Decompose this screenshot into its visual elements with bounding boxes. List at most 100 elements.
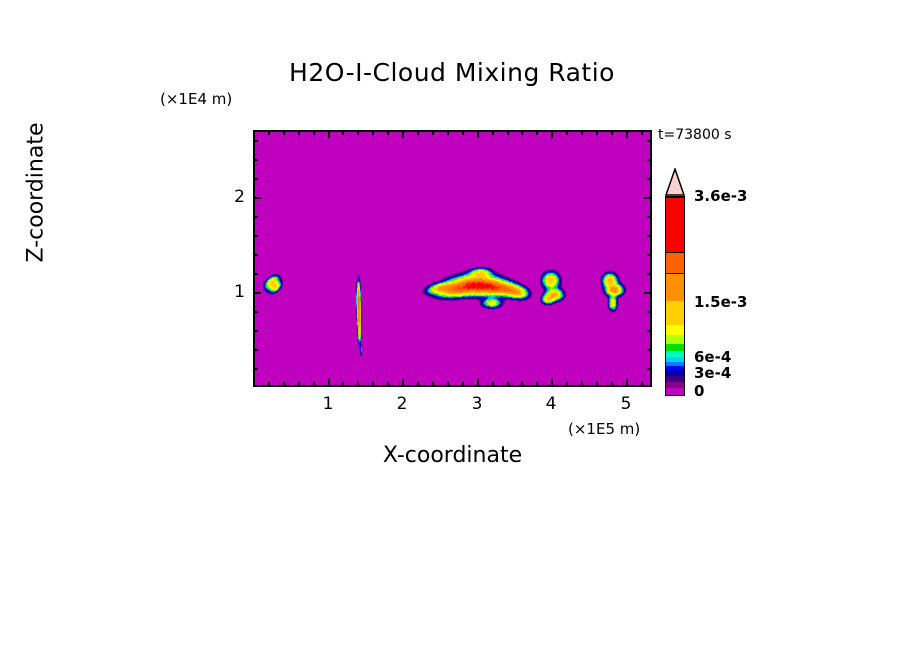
y-minor-tick — [647, 178, 652, 180]
y-minor-tick — [647, 254, 652, 256]
x-minor-tick — [641, 130, 643, 135]
colorbar-extend-arrow-icon — [665, 168, 685, 196]
colorbar — [665, 168, 685, 396]
colorbar-band — [666, 388, 684, 395]
y-major-tick — [253, 197, 261, 199]
x-major-tick — [551, 130, 553, 138]
y-minor-tick — [647, 368, 652, 370]
x-major-tick — [402, 379, 404, 387]
colorbar-band — [666, 370, 684, 377]
x-tick-label: 2 — [396, 394, 408, 414]
colorbar-tick-label: 3e-4 — [694, 364, 732, 382]
colorbar-tick-label: 0 — [694, 382, 705, 400]
x-minor-tick — [313, 382, 315, 387]
x-minor-tick — [566, 382, 568, 387]
colorbar-band — [666, 344, 684, 352]
colorbar-band — [666, 361, 684, 366]
y-minor-tick — [253, 349, 258, 351]
x-minor-tick — [462, 382, 464, 387]
x-minor-tick — [342, 130, 344, 135]
y-minor-tick — [253, 330, 258, 332]
x-major-tick — [328, 130, 330, 138]
x-minor-tick — [387, 382, 389, 387]
x-major-tick — [402, 130, 404, 138]
x-minor-tick — [447, 130, 449, 135]
x-tick-label: 1 — [322, 394, 334, 414]
x-minor-tick — [596, 130, 598, 135]
y-minor-tick — [647, 349, 652, 351]
x-major-tick — [477, 130, 479, 138]
colorbar-band — [666, 382, 684, 389]
page-title: H2O-I-Cloud Mixing Ratio — [289, 58, 615, 87]
y-minor-tick — [647, 159, 652, 161]
colorbar-divider — [665, 272, 685, 275]
x-minor-tick — [581, 130, 583, 135]
x-major-tick — [626, 130, 628, 138]
x-minor-tick — [432, 130, 434, 135]
x-minor-tick — [536, 382, 538, 387]
colorbar-band — [666, 324, 684, 336]
colorbar-tick-label: 6e-4 — [694, 348, 732, 366]
x-minor-tick — [611, 382, 613, 387]
y-major-tick — [644, 292, 652, 294]
y-tick-label: 1 — [234, 282, 245, 302]
colorbar-band — [666, 351, 684, 358]
x-minor-tick — [372, 382, 374, 387]
x-minor-tick — [283, 130, 285, 135]
x-minor-tick — [581, 382, 583, 387]
x-minor-tick — [417, 382, 419, 387]
x-minor-tick — [313, 130, 315, 135]
y-axis-unit-label: (×1E4 m) — [160, 90, 233, 108]
x-minor-tick — [521, 130, 523, 135]
x-minor-tick — [298, 382, 300, 387]
colorbar-bands — [665, 196, 685, 396]
y-minor-tick — [253, 216, 258, 218]
colorbar-band — [666, 376, 684, 383]
x-axis-title: X-coordinate — [382, 443, 523, 468]
x-minor-tick — [462, 130, 464, 135]
x-minor-tick — [268, 382, 270, 387]
x-minor-tick — [521, 382, 523, 387]
time-annotation: t=73800 s — [658, 127, 732, 143]
plot-area — [253, 130, 652, 387]
colorbar-divider — [665, 196, 685, 198]
y-minor-tick — [647, 216, 652, 218]
x-minor-tick — [507, 130, 509, 135]
y-minor-tick — [253, 368, 258, 370]
y-axis-title: Z-coordinate — [23, 122, 49, 263]
y-major-tick — [644, 197, 652, 199]
colorbar-tick-label: 1.5e-3 — [694, 293, 748, 311]
y-minor-tick — [647, 235, 652, 237]
x-tick-label: 3 — [471, 394, 483, 414]
x-minor-tick — [283, 382, 285, 387]
x-major-tick — [551, 379, 553, 387]
x-major-tick — [477, 379, 479, 387]
y-minor-tick — [253, 273, 258, 275]
y-minor-tick — [647, 140, 652, 142]
y-minor-tick — [253, 311, 258, 313]
colorbar-band — [666, 300, 684, 325]
x-tick-label: 5 — [620, 394, 632, 414]
contour-field-canvas — [255, 132, 650, 385]
y-tick-label: 2 — [234, 187, 245, 207]
x-minor-tick — [372, 130, 374, 135]
x-minor-tick — [596, 382, 598, 387]
y-minor-tick — [253, 178, 258, 180]
x-minor-tick — [417, 130, 419, 135]
colorbar-band — [666, 252, 684, 274]
colorbar-band — [666, 365, 684, 371]
x-minor-tick — [268, 130, 270, 135]
colorbar-band — [666, 335, 684, 345]
x-minor-tick — [387, 130, 389, 135]
y-minor-tick — [647, 311, 652, 313]
x-minor-tick — [492, 130, 494, 135]
y-minor-tick — [647, 273, 652, 275]
colorbar-band — [666, 357, 684, 362]
x-minor-tick — [432, 382, 434, 387]
y-minor-tick — [253, 159, 258, 161]
y-minor-tick — [253, 254, 258, 256]
x-minor-tick — [641, 382, 643, 387]
y-major-tick — [253, 292, 261, 294]
x-minor-tick — [357, 382, 359, 387]
colorbar-divider — [665, 251, 685, 254]
